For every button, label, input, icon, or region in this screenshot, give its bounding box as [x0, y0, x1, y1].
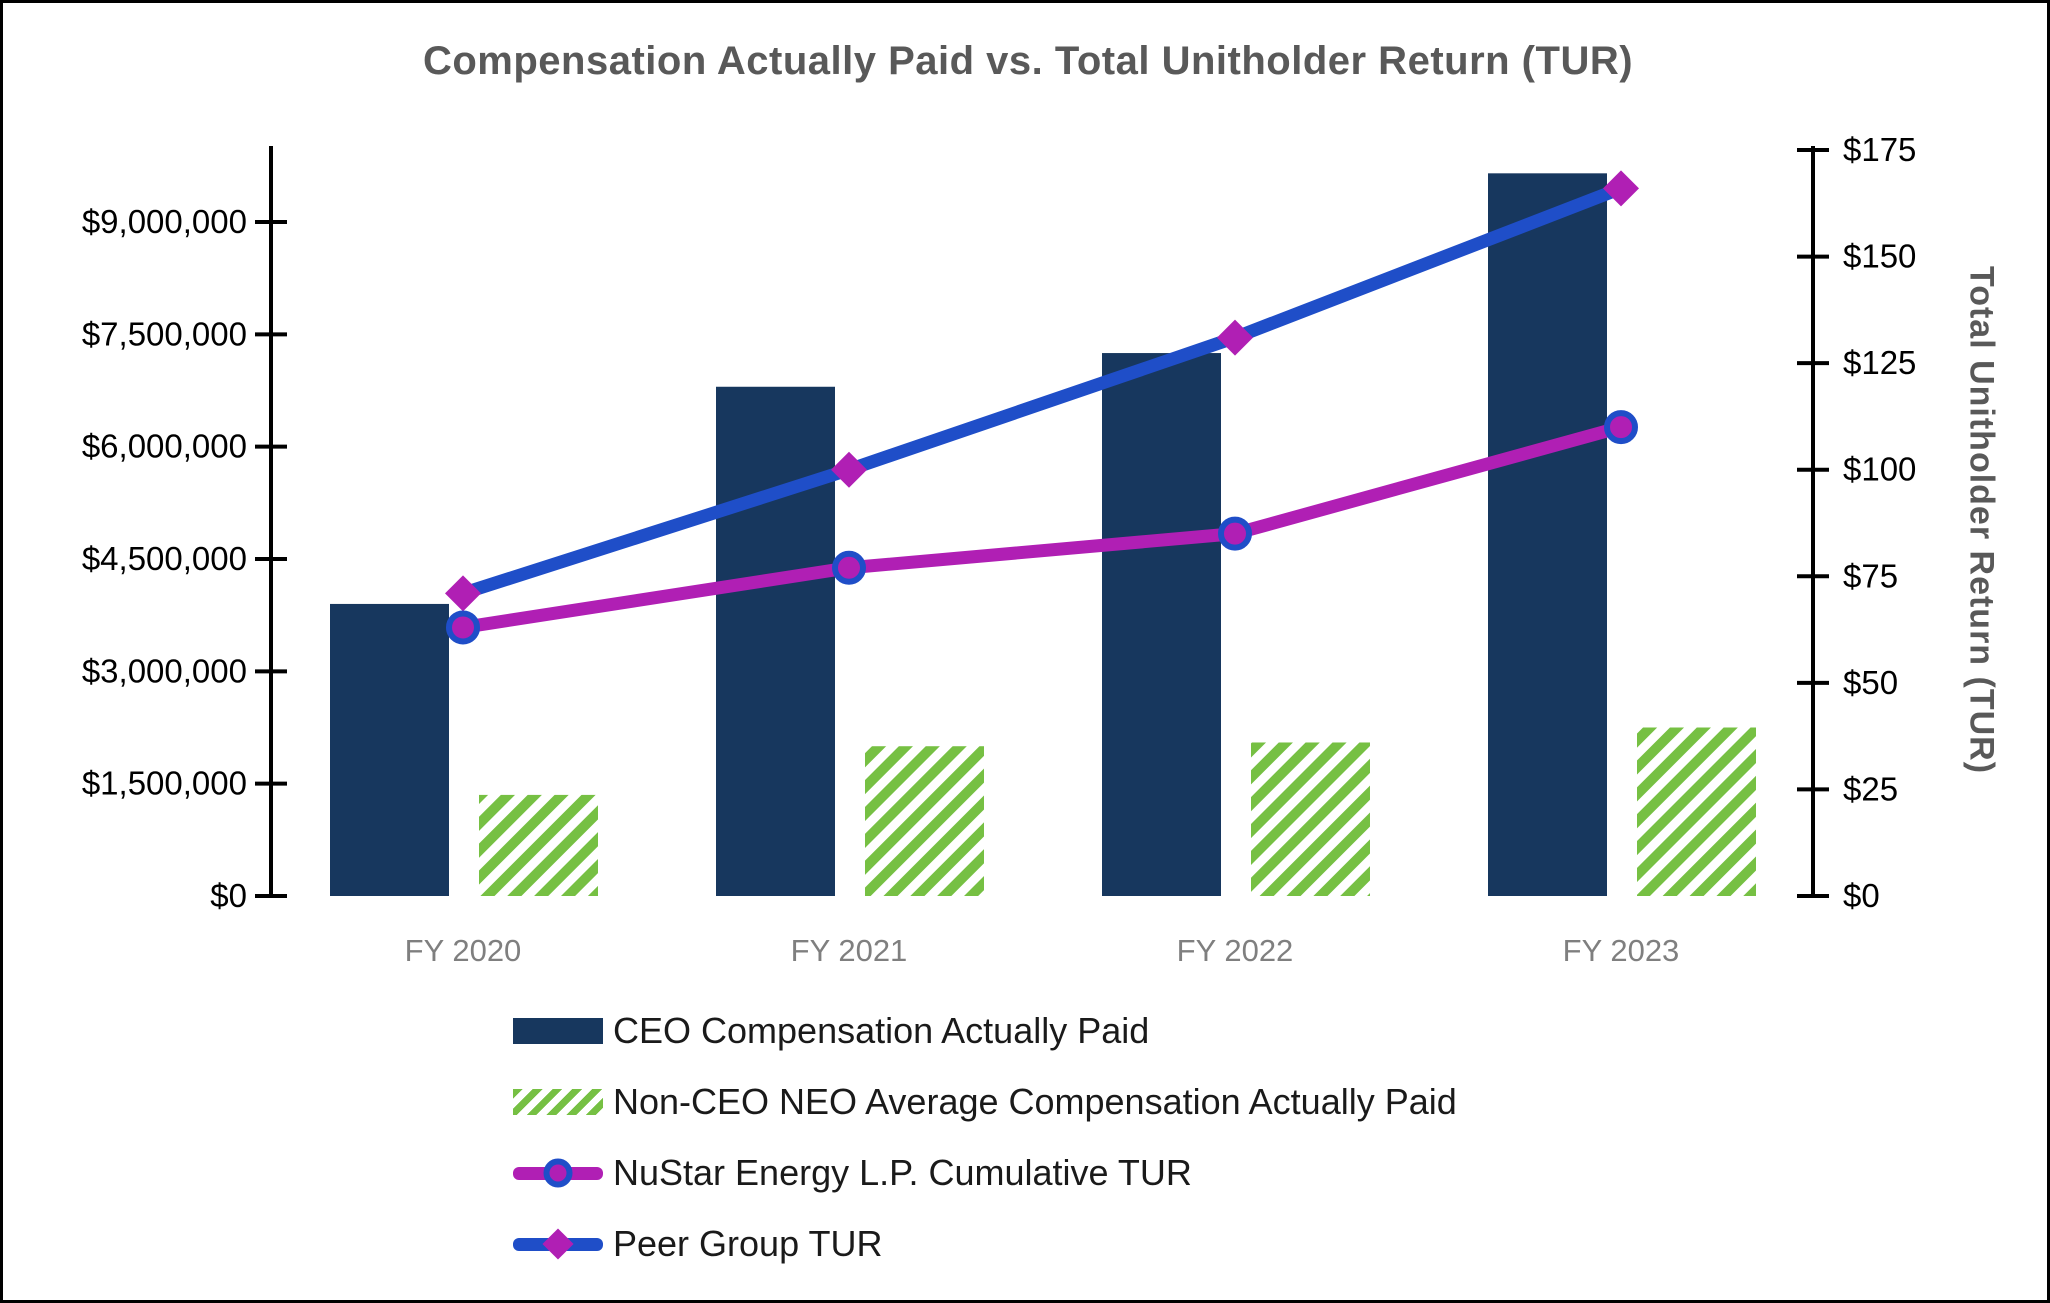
svg-text:$50: $50	[1843, 664, 1898, 701]
diamond-marker-icon	[445, 575, 481, 612]
right-axis: $0 $25 $50 $75 $100 $125 $150 $175	[1797, 131, 1916, 914]
chart-title: Compensation Actually Paid vs. Total Uni…	[422, 39, 1634, 83]
bars-ceo-compensation	[330, 173, 1607, 897]
svg-text:$100: $100	[1843, 451, 1916, 488]
diamond-marker-icon	[1217, 319, 1253, 356]
legend-ceo-bar-swatch-icon	[513, 1018, 603, 1044]
left-axis: $0 $1,500,000 $3,000,000 $4,500,000 $6,000,0…	[82, 146, 287, 914]
svg-text:$25: $25	[1843, 770, 1898, 807]
line-nustar-tur	[446, 410, 1638, 645]
bar-nonceo-FY 2021	[865, 746, 984, 896]
svg-text:FY 2022: FY 2022	[1177, 933, 1294, 968]
svg-text:FY 2021: FY 2021	[791, 933, 908, 968]
legend-item-non-ceo-cap: Non-CEO NEO Average Compensation Actuall…	[513, 1081, 1457, 1122]
circle-marker-icon	[1218, 516, 1252, 551]
legend: CEO Compensation Actually Paid Non-CEO N…	[513, 1010, 1457, 1264]
svg-text:$175: $175	[1843, 131, 1916, 168]
legend-label: Non-CEO NEO Average Compensation Actuall…	[613, 1081, 1457, 1122]
svg-text:$0: $0	[1843, 877, 1880, 914]
circle-marker-icon	[1604, 410, 1638, 445]
line-peer-group-tur	[445, 170, 1639, 612]
diamond-marker-icon	[542, 1228, 574, 1260]
bar-nonceo-FY 2022	[1251, 742, 1370, 896]
right-axis-title: Total Unitholder Return (TUR)	[1962, 265, 2001, 775]
circle-marker-icon	[832, 550, 866, 585]
legend-label: CEO Compensation Actually Paid	[613, 1010, 1150, 1051]
bar-nonceo-FY 2023	[1637, 727, 1756, 896]
svg-text:$150: $150	[1843, 238, 1916, 275]
diamond-marker-icon	[831, 451, 867, 488]
bar-nonceo-FY 2020	[479, 794, 598, 896]
legend-label: NuStar Energy L.P. Cumulative TUR	[613, 1152, 1192, 1193]
legend-hatch-bar-swatch-icon	[513, 1089, 603, 1115]
diamond-marker-icon	[1603, 170, 1639, 207]
bar-ceo-FY 2020	[330, 603, 449, 896]
svg-text:$75: $75	[1843, 557, 1898, 594]
legend-item-nustar-tur: NuStar Energy L.P. Cumulative TUR	[513, 1152, 1457, 1193]
bar-ceo-FY 2022	[1102, 353, 1221, 896]
legend-peer-line-swatch-icon	[513, 1228, 603, 1260]
svg-text:$6,000,000: $6,000,000	[82, 428, 247, 465]
legend-label: Peer Group TUR	[613, 1223, 883, 1264]
svg-text:$9,000,000: $9,000,000	[82, 203, 247, 240]
svg-text:$0: $0	[210, 877, 247, 914]
chart-plot: $0 $1,500,000 $3,000,000 $4,500,000 $6,000,0…	[82, 131, 1917, 968]
legend-item-peer-tur: Peer Group TUR	[513, 1223, 1457, 1264]
svg-text:$7,500,000: $7,500,000	[82, 315, 247, 352]
circle-marker-icon	[446, 610, 480, 645]
x-axis-labels: FY 2020 FY 2021 FY 2022 FY 2023	[405, 933, 1680, 968]
svg-text:$3,000,000: $3,000,000	[82, 652, 247, 689]
svg-text:FY 2020: FY 2020	[405, 933, 522, 968]
svg-text:$1,500,000: $1,500,000	[82, 765, 247, 802]
legend-item-ceo-cap: CEO Compensation Actually Paid	[513, 1010, 1457, 1051]
svg-text:$125: $125	[1843, 344, 1916, 381]
bar-ceo-FY 2023	[1488, 173, 1607, 897]
circle-marker-icon	[543, 1158, 573, 1188]
bars-non-ceo-compensation	[479, 727, 1756, 896]
legend-nustar-line-swatch-icon	[513, 1158, 603, 1188]
bar-ceo-FY 2021	[716, 386, 835, 896]
svg-text:$4,500,000: $4,500,000	[82, 540, 247, 577]
svg-text:FY 2023: FY 2023	[1563, 933, 1680, 968]
